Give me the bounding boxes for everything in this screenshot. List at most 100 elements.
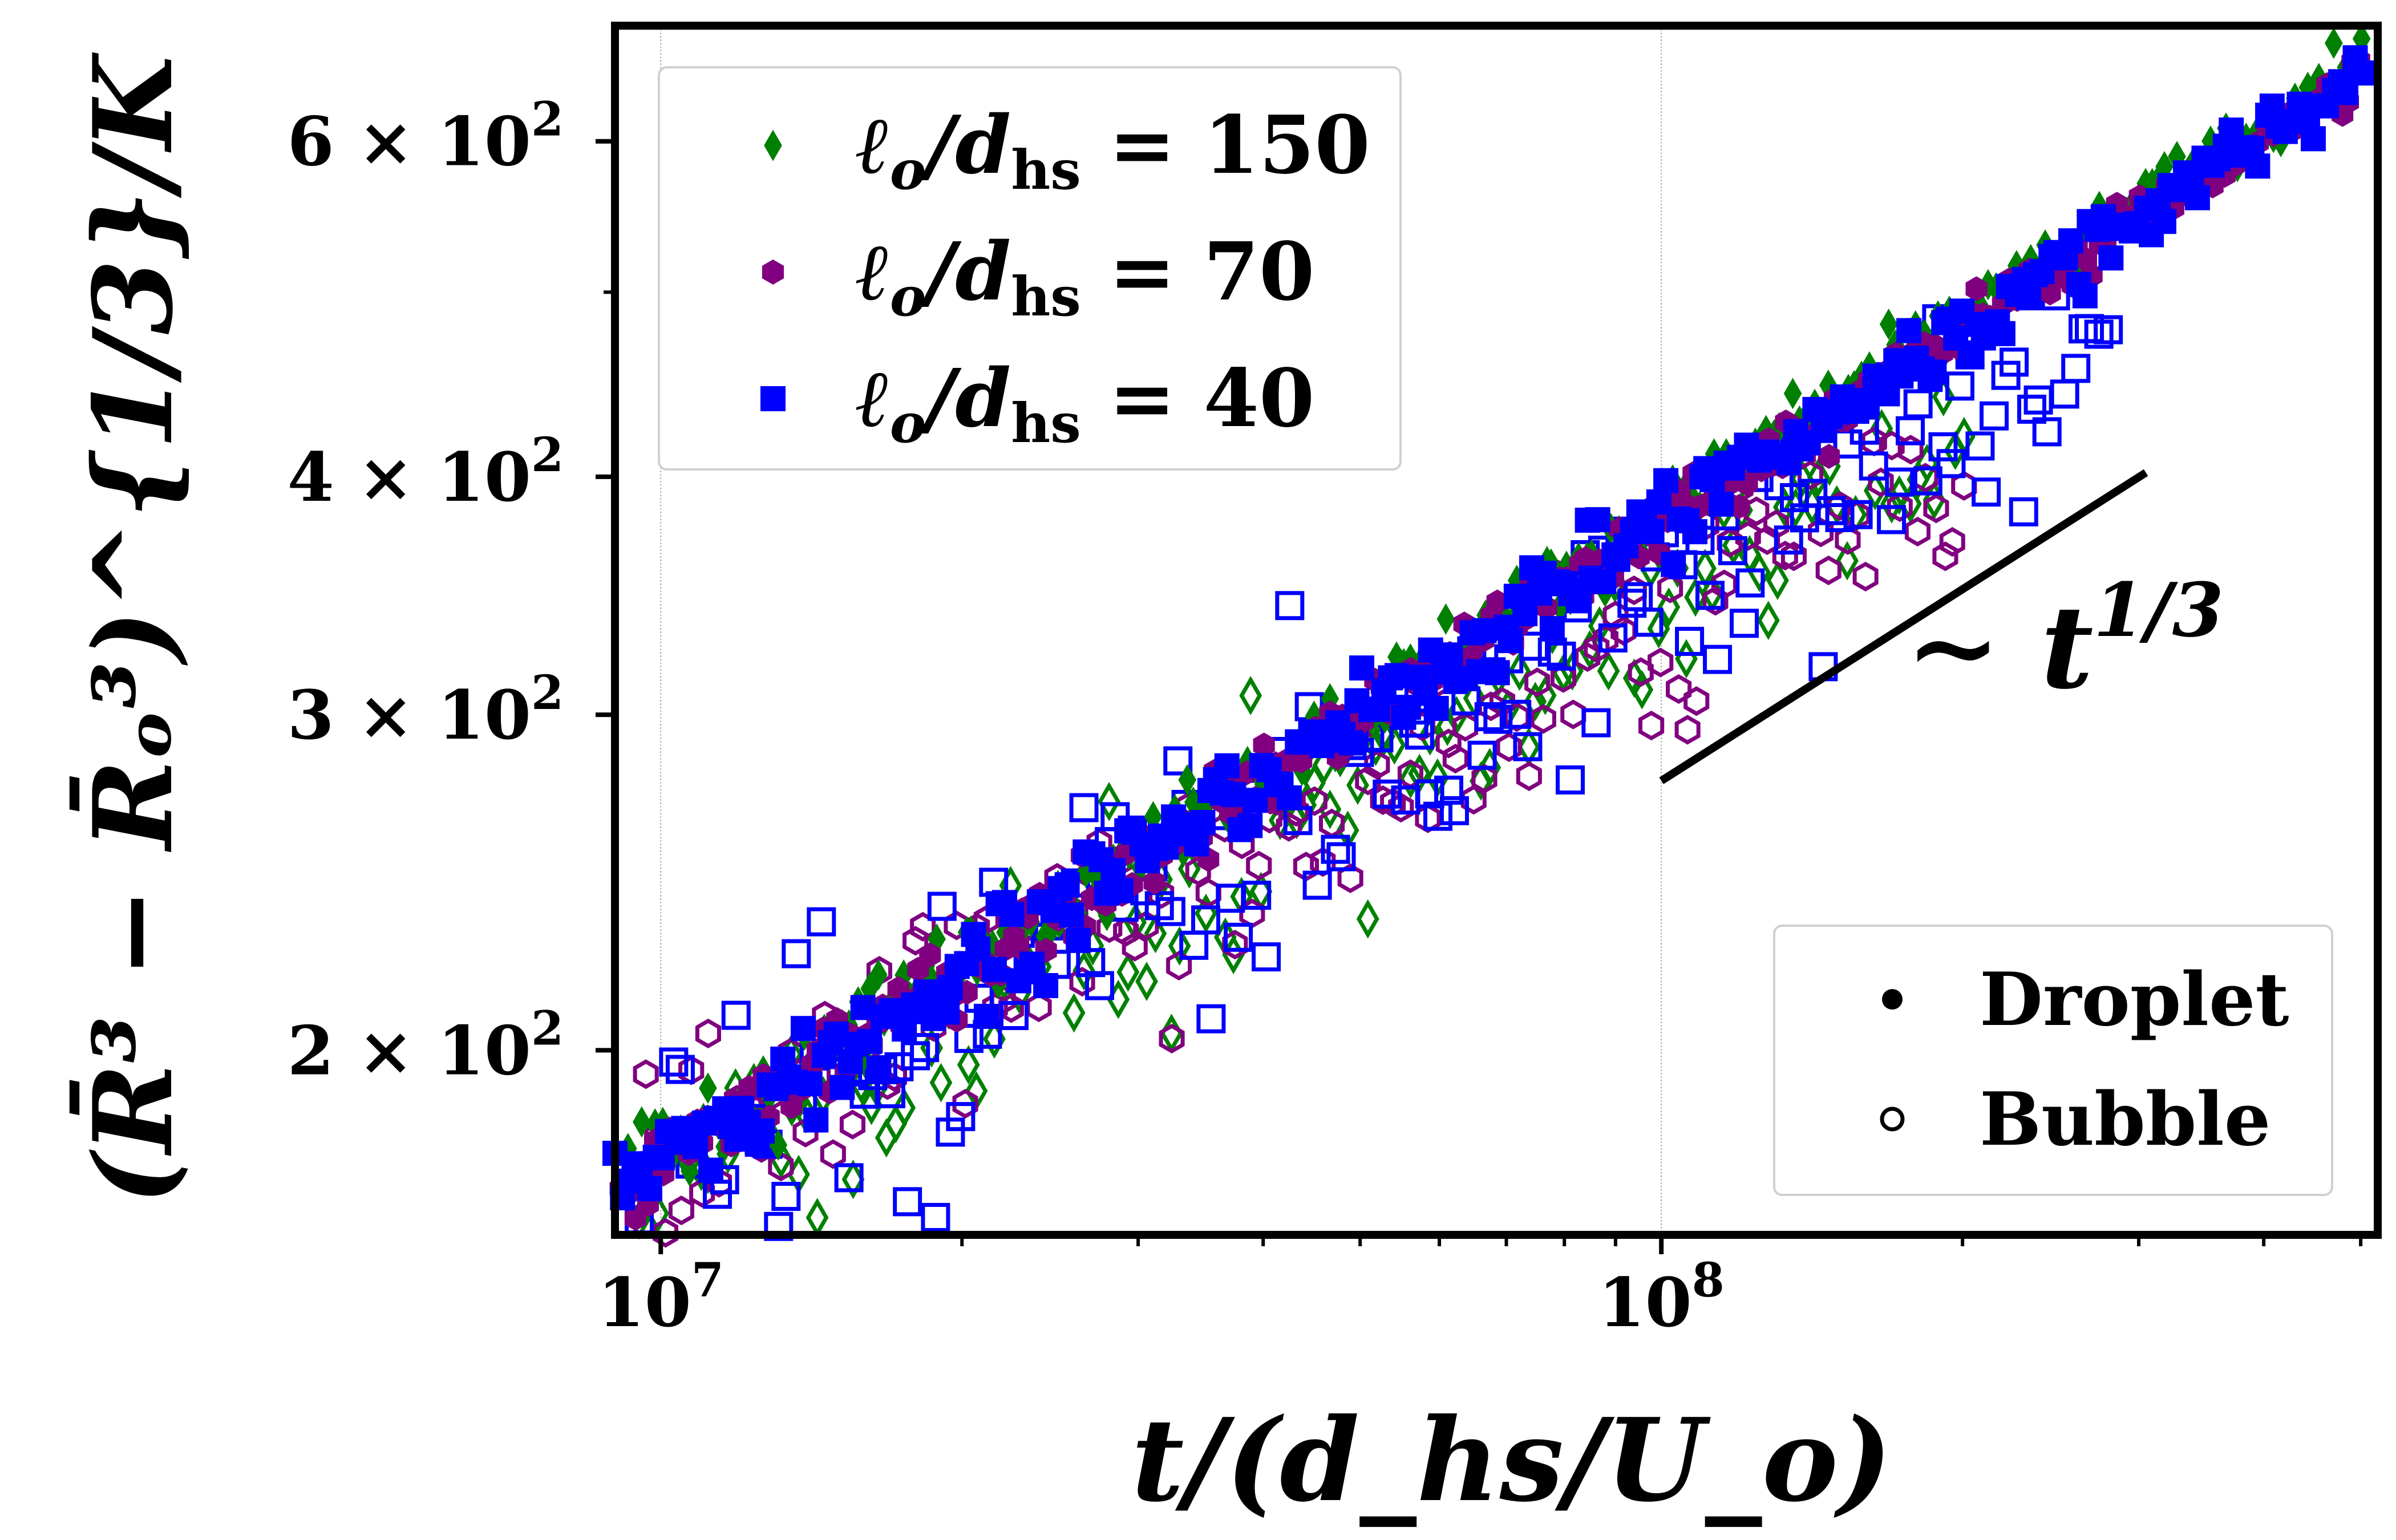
data-point-droplet-hexagon	[1486, 589, 1508, 615]
legend-type: Droplet Bubble	[1773, 925, 2333, 1196]
data-point-droplet-square	[1921, 359, 1947, 385]
data-point-droplet-square	[1237, 813, 1263, 838]
data-point-bubble-square	[1502, 699, 1532, 729]
data-point-droplet-square	[829, 1075, 855, 1100]
data-point-bubble-diamond	[1597, 651, 1620, 691]
data-point-droplet-square	[857, 1028, 883, 1054]
data-point-bubble-square	[1581, 708, 1611, 737]
data-point-bubble-diamond	[1524, 682, 1547, 722]
data-point-bubble-hexagon	[1122, 931, 1148, 962]
data-point-bubble-square	[936, 1117, 965, 1147]
data-point-droplet-diamond	[2325, 27, 2343, 59]
data-point-bubble-diamond	[929, 1063, 953, 1103]
data-point-bubble-square	[1624, 582, 1653, 611]
data-point-bubble-diamond	[1356, 899, 1379, 939]
legend-series: ℓo/dhs = 150 ℓo/dhs = 70 ℓo/dhs = 40	[658, 66, 1402, 471]
data-point-droplet-square	[1184, 831, 1209, 857]
data-point-bubble-hexagon	[952, 1089, 978, 1119]
data-point-bubble-hexagon	[1638, 711, 1665, 741]
data-point-bubble-square	[1945, 371, 1974, 401]
data-point-bubble-diamond	[1116, 952, 1140, 992]
data-point-droplet-diamond	[1507, 565, 1526, 597]
data-point-bubble-hexagon	[1879, 431, 1905, 461]
data-point-bubble-hexagon	[1628, 657, 1654, 687]
y-tick-label-1: 3 × 102	[288, 666, 564, 755]
data-point-bubble-hexagon	[1683, 686, 1710, 716]
legend-type-label-0: Droplet	[1980, 957, 2289, 1043]
reference-slope-line	[1659, 469, 2148, 784]
data-point-bubble-square	[1617, 589, 1647, 618]
data-point-bubble-square	[999, 1000, 1029, 1030]
data-point-droplet-square	[1349, 655, 1375, 681]
data-point-bubble-square	[1798, 479, 1828, 508]
points-layer	[602, 23, 2375, 1248]
data-point-bubble-square	[2000, 347, 2029, 377]
data-point-droplet-diamond	[1783, 378, 1802, 410]
data-point-bubble-square	[721, 1000, 751, 1030]
data-point-droplet-diamond	[633, 1106, 651, 1138]
data-point-bubble-square	[910, 1033, 940, 1063]
data-point-bubble-hexagon	[1852, 561, 1879, 591]
data-point-bubble-square	[1703, 645, 1733, 674]
data-point-droplet-square	[981, 957, 1007, 982]
data-point-droplet-square	[1653, 468, 1679, 493]
data-point-droplet-square	[2015, 285, 2041, 311]
y-tick-label-2: 4 × 102	[288, 428, 564, 517]
data-point-bubble-square	[1972, 477, 2001, 507]
data-point-droplet-square	[1190, 810, 1216, 836]
data-point-bubble-diamond	[1383, 725, 1406, 765]
data-point-bubble-hexagon	[1674, 715, 1701, 745]
data-point-droplet-hexagon	[1818, 444, 1840, 469]
data-point-bubble-square	[782, 939, 811, 968]
data-point-droplet-diamond	[869, 959, 888, 991]
data-point-bubble-square	[764, 1211, 794, 1241]
legend-series-label-2: ℓo/dhs = 40	[856, 352, 1314, 455]
data-point-bubble-square	[2032, 417, 2062, 447]
legend-series-marker-0	[764, 129, 782, 161]
y-tick-label-3: 6 × 102	[288, 92, 564, 181]
data-point-bubble-square	[1483, 704, 1513, 734]
data-point-droplet-square	[2184, 185, 2210, 210]
data-point-bubble-diamond	[1062, 993, 1086, 1033]
data-point-bubble-diamond	[1098, 781, 1121, 821]
data-point-bubble-square	[1405, 720, 1434, 750]
data-point-bubble-square	[927, 891, 957, 921]
data-point-droplet-square	[698, 1157, 723, 1183]
data-point-bubble-diamond	[1168, 926, 1191, 966]
data-point-droplet-square	[1054, 872, 1080, 898]
data-point-bubble-square	[1598, 623, 1628, 653]
data-point-droplet-square	[1066, 927, 1091, 953]
data-point-bubble-square	[1735, 568, 1765, 598]
data-point-droplet-square	[1438, 642, 1463, 668]
data-point-bubble-square	[1729, 609, 1759, 638]
data-point-bubble-square	[2009, 497, 2038, 526]
data-point-droplet-diamond	[1076, 857, 1095, 889]
x-axis-title: t/(d_hs/U_o)	[1131, 1393, 1892, 1527]
data-point-droplet-square	[1565, 588, 1591, 614]
data-point-droplet-square	[937, 975, 963, 1000]
data-point-bubble-square	[1224, 922, 1253, 952]
legend-type-label-1: Bubble	[1980, 1077, 2270, 1162]
data-point-droplet-square	[1639, 518, 1665, 544]
data-point-droplet-square	[2072, 283, 2098, 309]
legend-series-marker-2	[760, 386, 786, 411]
data-point-bubble-square	[1980, 401, 2009, 431]
y-tick-label-0: 2 × 102	[288, 1001, 564, 1090]
x-tick-label-0: 107	[598, 1253, 724, 1342]
data-point-droplet-square	[1498, 628, 1523, 654]
data-point-bubble-hexagon	[1560, 699, 1586, 730]
data-point-bubble-square	[1936, 449, 1966, 479]
data-point-bubble-square	[2084, 319, 2114, 349]
data-point-bubble-square	[921, 1203, 950, 1233]
data-point-bubble-hexagon	[1808, 517, 1834, 548]
data-point-bubble-square	[1695, 581, 1725, 610]
grid-layer	[660, 26, 1662, 1235]
data-point-bubble-hexagon	[768, 1152, 794, 1182]
data-point-bubble-square	[1843, 500, 1873, 529]
data-point-bubble-diamond	[1445, 696, 1468, 736]
data-point-droplet-diamond	[1086, 858, 1104, 890]
data-point-bubble-square	[1859, 451, 1888, 481]
data-point-bubble-hexagon	[1666, 674, 1692, 704]
data-point-droplet-diamond	[1305, 700, 1324, 732]
data-point-bubble-hexagon	[1868, 467, 1894, 497]
